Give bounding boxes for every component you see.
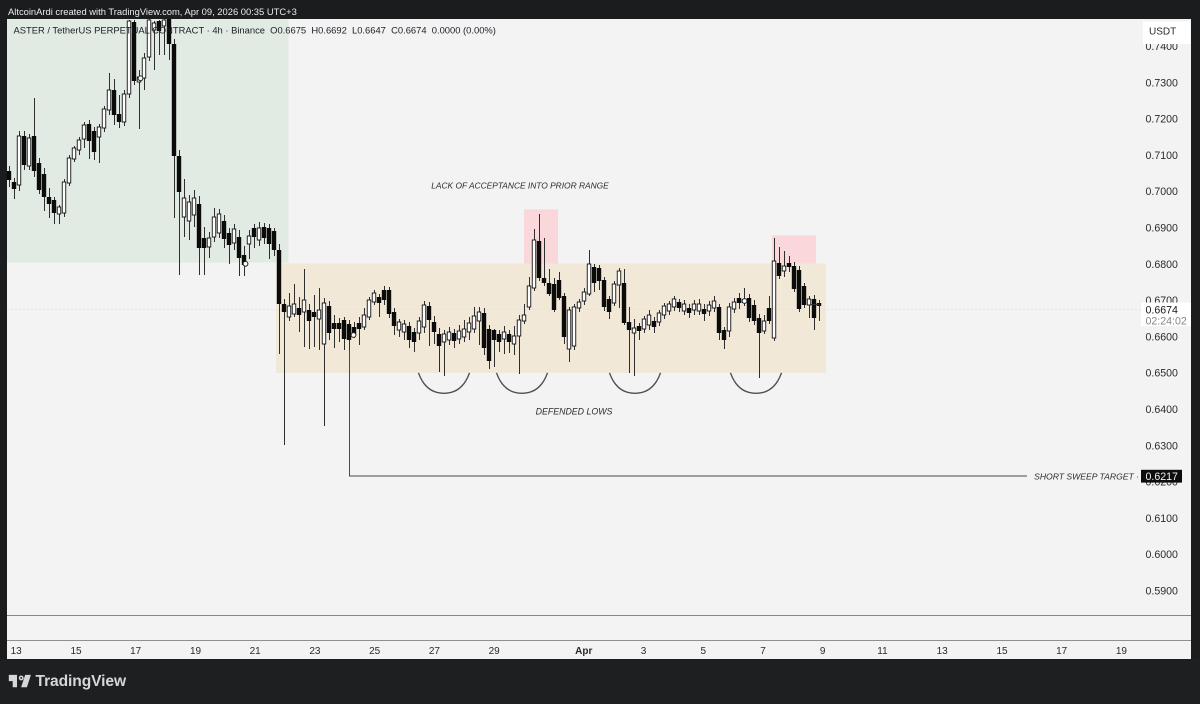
svg-text:0.7300: 0.7300: [1146, 77, 1179, 89]
svg-text:0.7100: 0.7100: [1146, 150, 1179, 162]
svg-text:13: 13: [11, 646, 23, 657]
svg-text:19: 19: [190, 646, 202, 657]
svg-text:USDT: USDT: [1149, 27, 1176, 38]
svg-text:19: 19: [1116, 646, 1128, 657]
svg-text:0.6600: 0.6600: [1146, 331, 1179, 343]
svg-text:02:24:02: 02:24:02: [1146, 315, 1187, 327]
svg-text:21: 21: [250, 646, 262, 657]
svg-text:0.7200: 0.7200: [1146, 114, 1179, 126]
svg-text:27: 27: [429, 646, 441, 657]
svg-text:0.5900: 0.5900: [1146, 586, 1179, 598]
svg-text:DEFENDED LOWS: DEFENDED LOWS: [536, 406, 613, 416]
svg-text:0.7000: 0.7000: [1146, 186, 1179, 198]
svg-text:0.6000: 0.6000: [1146, 549, 1179, 561]
svg-text:0.6800: 0.6800: [1146, 259, 1179, 271]
svg-text:15: 15: [996, 646, 1008, 657]
svg-text:0.6300: 0.6300: [1146, 440, 1179, 452]
svg-text:13: 13: [937, 646, 949, 657]
svg-text:9: 9: [820, 646, 826, 657]
svg-text:0.6217: 0.6217: [1146, 471, 1179, 483]
svg-text:17: 17: [130, 646, 142, 657]
svg-text:11: 11: [877, 646, 888, 657]
svg-text:25: 25: [369, 646, 381, 657]
svg-text:17: 17: [1056, 646, 1068, 657]
svg-text:0.6500: 0.6500: [1146, 368, 1179, 380]
svg-text:15: 15: [70, 646, 82, 657]
svg-text:SHORT SWEEP TARGET ·: SHORT SWEEP TARGET ·: [1034, 471, 1139, 481]
svg-text:29: 29: [489, 646, 501, 657]
svg-text:0.6674: 0.6674: [1146, 305, 1179, 317]
svg-text:TradingView: TradingView: [36, 673, 127, 690]
svg-text:AltcoinArdi created with Tradi: AltcoinArdi created with TradingView.com…: [8, 6, 297, 17]
svg-text:Apr: Apr: [575, 646, 592, 657]
svg-text:23: 23: [309, 646, 321, 657]
svg-text:0.6100: 0.6100: [1146, 513, 1179, 525]
svg-text:0.6400: 0.6400: [1146, 404, 1179, 416]
svg-text:0.6900: 0.6900: [1146, 223, 1179, 235]
svg-text:7: 7: [760, 646, 766, 657]
svg-text:5: 5: [701, 646, 707, 657]
svg-text:LACK OF ACCEPTANCE INTO PRIOR: LACK OF ACCEPTANCE INTO PRIOR RANGE: [431, 181, 609, 191]
svg-text:ASTER / TetherUS PERPETUAL CON: ASTER / TetherUS PERPETUAL CONTRACT · 4h…: [14, 25, 496, 36]
svg-text:3: 3: [641, 646, 647, 657]
